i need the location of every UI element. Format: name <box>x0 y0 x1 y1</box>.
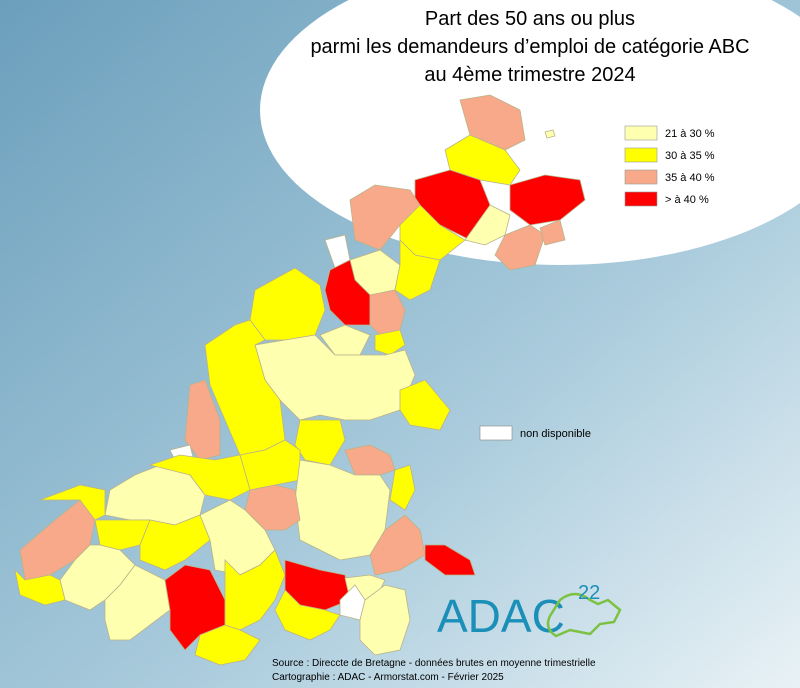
region <box>39 484 106 521</box>
region <box>399 379 451 431</box>
title-line: Part des 50 ans ou plus <box>425 8 635 30</box>
region <box>544 129 556 139</box>
legend-swatch <box>624 147 658 163</box>
title-line: parmi les demandeurs d’emploi de catégor… <box>310 36 749 58</box>
region <box>494 224 546 271</box>
legend-label: > à 40 % <box>665 194 709 206</box>
legend-swatch <box>624 191 658 207</box>
region <box>389 464 416 511</box>
title-line: au 4ème trimestre 2024 <box>424 64 635 86</box>
region <box>464 204 511 246</box>
region <box>374 329 406 356</box>
footer-line: Source : Direccte de Bretagne - données … <box>272 658 596 669</box>
legend-label: 21 à 30 % <box>665 128 715 140</box>
logo-shape <box>546 592 622 638</box>
region <box>194 624 261 666</box>
legend-swatch <box>479 425 513 441</box>
map-regions <box>14 94 586 666</box>
region <box>224 549 286 631</box>
region <box>204 319 286 456</box>
region <box>104 564 171 641</box>
region <box>359 584 411 656</box>
region <box>424 544 476 576</box>
region <box>184 379 221 461</box>
region <box>319 324 371 356</box>
region <box>369 514 426 576</box>
logo-text: ADAC <box>437 590 565 642</box>
region <box>539 219 566 246</box>
region <box>394 239 441 301</box>
legend-swatch <box>624 169 658 185</box>
legend-label: 30 à 35 % <box>665 150 715 162</box>
region <box>14 568 66 606</box>
footer-line: Cartographie : ADAC - Armorstat.com - Fé… <box>272 672 504 683</box>
legend-swatch <box>624 125 658 141</box>
region <box>509 174 586 226</box>
legend-label: non disponible <box>520 428 591 440</box>
legend: 21 à 30 % 30 à 35 % 35 à 40 % > à 40 % <box>624 125 715 207</box>
region <box>274 589 341 641</box>
region <box>139 514 211 571</box>
legend-label: 35 à 40 % <box>665 172 715 184</box>
logo-number: 22 <box>578 582 600 604</box>
